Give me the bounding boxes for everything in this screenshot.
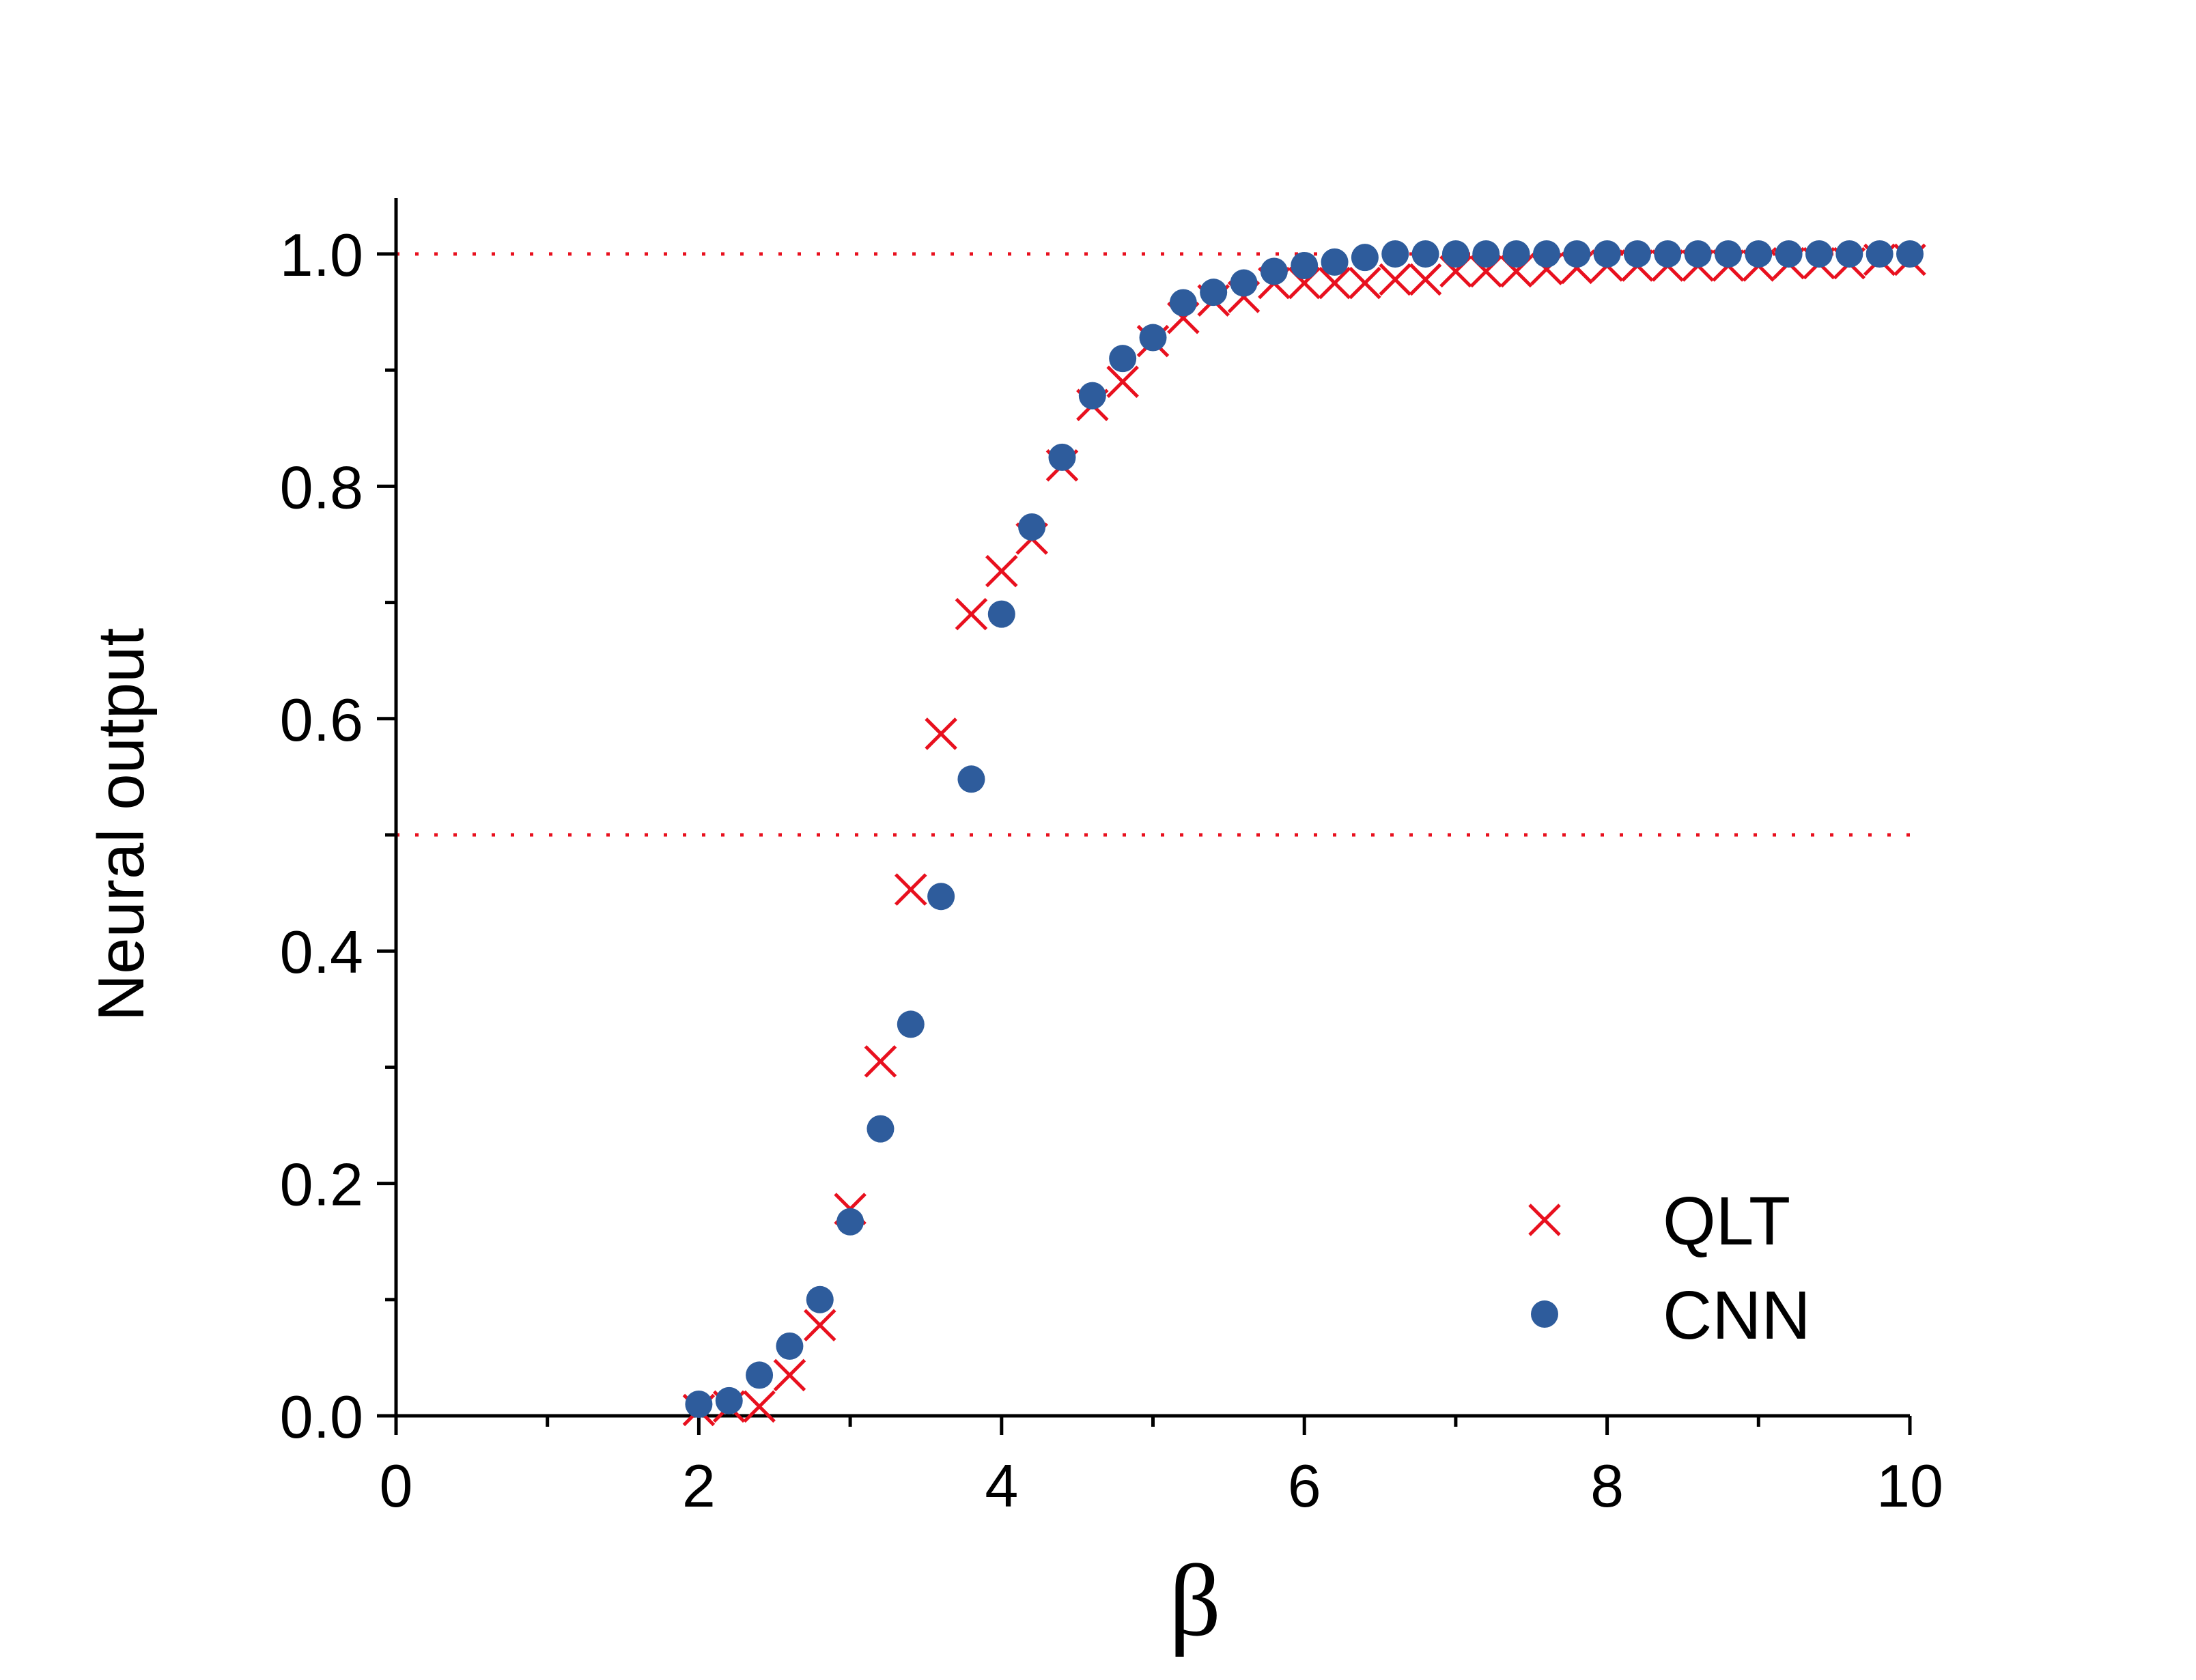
data-point-cnn	[715, 1386, 743, 1414]
data-point-cnn	[927, 883, 955, 911]
data-point-cnn	[1563, 240, 1591, 268]
cross-stroke	[1349, 266, 1381, 300]
x-tick-label: 0	[380, 1452, 413, 1520]
legend-marker-qlt	[1528, 1204, 1561, 1236]
data-point-qlt	[803, 1309, 836, 1342]
data-point-qlt	[1379, 263, 1411, 296]
cross-stroke	[925, 717, 957, 750]
y-tick-label: 0.8	[280, 453, 363, 521]
legend-item-cnn: CNN	[1531, 1277, 1811, 1354]
data-point-cnn	[1048, 443, 1076, 471]
legend-marker-cnn	[1531, 1300, 1558, 1328]
data-point-cnn	[867, 1115, 895, 1143]
data-point-cnn	[1291, 252, 1319, 280]
data-point-cnn	[1684, 240, 1712, 268]
data-point-cnn	[1835, 240, 1863, 268]
data-point-cnn	[1260, 257, 1288, 285]
y-axis-title: Neural output	[85, 628, 158, 1021]
data-point-cnn	[957, 765, 985, 793]
data-point-cnn	[1593, 240, 1621, 268]
cross-stroke	[1528, 1204, 1561, 1236]
data-point-cnn	[1381, 240, 1409, 268]
data-point-cnn	[685, 1390, 713, 1418]
plot-area	[682, 240, 1926, 1427]
data-point-cnn	[1441, 240, 1469, 268]
data-point-qlt	[1106, 365, 1139, 398]
legend: QLT CNN	[1528, 1183, 1811, 1354]
data-point-qlt	[955, 597, 988, 631]
cross-stroke	[1409, 263, 1442, 296]
data-point-cnn	[1351, 244, 1379, 272]
y-tick-labels: 0.0 0.2 0.4 0.6 0.8 1.0	[280, 221, 363, 1451]
legend-label-cnn: CNN	[1663, 1277, 1811, 1354]
cross-stroke	[803, 1309, 836, 1342]
data-point-qlt	[1318, 266, 1351, 300]
cross-stroke	[864, 1045, 897, 1078]
cross-stroke	[955, 597, 988, 631]
cross-stroke	[743, 1390, 776, 1423]
x-tick-label: 2	[682, 1452, 716, 1520]
cross-stroke	[895, 873, 927, 906]
data-point-cnn	[1411, 240, 1439, 268]
data-point-qlt	[985, 554, 1018, 588]
data-point-qlt	[1349, 266, 1381, 300]
data-point-qlt	[925, 717, 957, 750]
data-point-cnn	[1805, 240, 1833, 268]
data-point-cnn	[1623, 240, 1651, 268]
x-tick-label: 4	[985, 1452, 1018, 1520]
data-point-cnn	[1169, 289, 1197, 317]
data-point-cnn	[776, 1332, 804, 1360]
data-point-cnn	[1321, 248, 1349, 276]
cross-stroke	[985, 554, 1018, 588]
x-tick-labels: 0 2 4 6 8 10	[380, 1452, 1943, 1520]
data-point-cnn	[1654, 240, 1682, 268]
data-point-qlt	[773, 1358, 806, 1392]
data-point-cnn	[1018, 513, 1046, 541]
x-tick-label: 10	[1876, 1452, 1943, 1520]
data-point-cnn	[746, 1361, 774, 1389]
cross-stroke	[773, 1358, 806, 1392]
data-point-cnn	[1745, 240, 1773, 268]
legend-item-qlt: QLT	[1528, 1183, 1790, 1259]
data-point-cnn	[1078, 382, 1106, 410]
legend-label-qlt: QLT	[1663, 1183, 1790, 1259]
data-point-cnn	[1896, 240, 1924, 268]
y-tick-label: 0.6	[280, 686, 363, 754]
data-point-cnn	[1200, 279, 1228, 307]
data-point-cnn	[1109, 345, 1137, 373]
data-point-qlt	[743, 1390, 776, 1423]
data-point-cnn	[1714, 240, 1742, 268]
data-point-cnn	[897, 1010, 925, 1038]
x-tick-label: 8	[1590, 1452, 1624, 1520]
data-point-cnn	[1775, 240, 1803, 268]
x-tick-label: 6	[1288, 1452, 1321, 1520]
series-cnn	[685, 240, 1924, 1418]
y-tick-label: 0.4	[280, 918, 363, 986]
data-point-cnn	[1230, 269, 1258, 297]
data-point-qlt	[895, 873, 927, 906]
data-point-cnn	[836, 1208, 864, 1236]
y-tick-label: 0.2	[280, 1151, 363, 1219]
x-axis-title: β	[1169, 1544, 1221, 1657]
data-point-cnn	[806, 1285, 834, 1313]
y-tick-label: 0.0	[280, 1383, 363, 1451]
y-tick-label: 1.0	[280, 221, 363, 289]
cross-stroke	[1106, 365, 1139, 398]
data-point-cnn	[1139, 324, 1167, 352]
data-point-cnn	[987, 600, 1015, 628]
data-point-cnn	[1472, 240, 1500, 268]
data-point-cnn	[1502, 240, 1530, 268]
data-point-qlt	[864, 1045, 897, 1078]
axes	[377, 198, 1912, 1435]
cross-stroke	[1318, 266, 1351, 300]
data-point-qlt	[1409, 263, 1442, 296]
cross-stroke	[1379, 263, 1411, 296]
data-point-cnn	[1532, 240, 1560, 268]
data-point-cnn	[1866, 240, 1894, 268]
